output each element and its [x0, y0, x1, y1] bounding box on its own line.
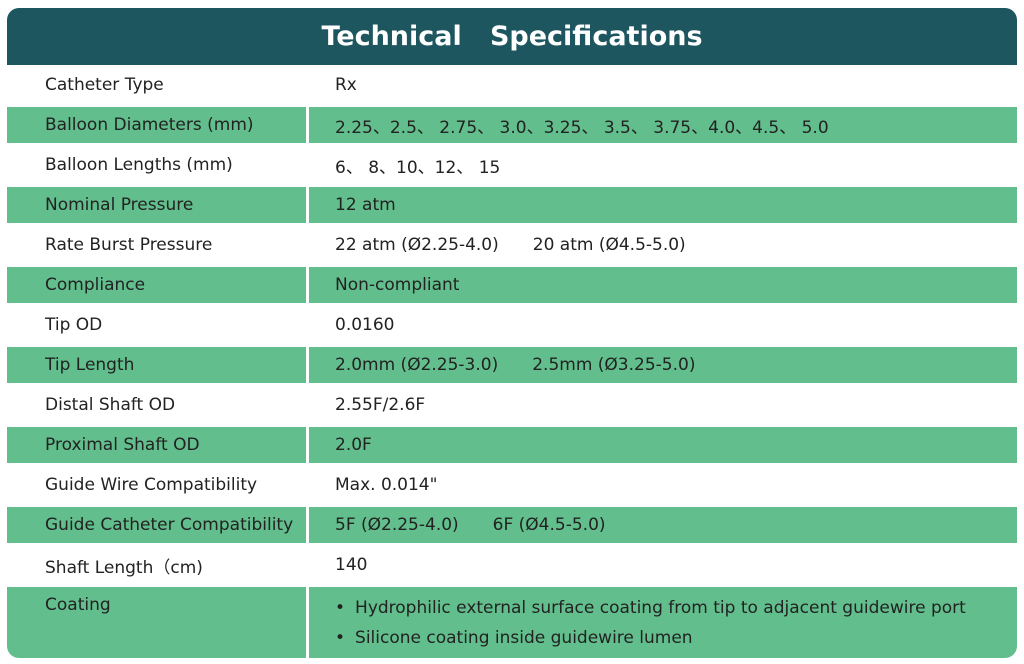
row-value: 2.55F/2.6F [309, 385, 1017, 425]
row-label: Catheter Type [45, 75, 164, 95]
value-text: 0.0160 [335, 315, 395, 335]
value-text: 6、 8、10、12、 15 [335, 157, 501, 178]
row-label: Balloon Diameters (mm) [7, 107, 306, 143]
value-text: 140 [335, 555, 368, 575]
value-text: 2.0F [335, 435, 372, 455]
value-text: 2.0mm (Ø2.25-3.0) [335, 355, 499, 375]
row-label: Distal Shaft OD [45, 395, 176, 415]
row-value: Rx [309, 65, 1017, 105]
value-text: 22 atm (Ø2.25-4.0) [335, 235, 499, 255]
row-label: Tip OD [45, 315, 103, 335]
value-text: 12 atm [335, 195, 396, 215]
row-label: Rate Burst Pressure [45, 235, 213, 255]
row-label: Balloon Lengths (mm) [45, 155, 233, 175]
row-value: 2.25、2.5、 2.75、 3.0、3.25、 3.5、 3.75、4.0、… [309, 107, 1017, 143]
header-title: Technical Specifications [7, 8, 1017, 65]
row-label: Shaft Length（cm) [45, 557, 203, 578]
row-value: 2.0mm (Ø2.25-3.0) 2.5mm (Ø3.25-5.0) [309, 347, 1017, 383]
row-label: Coating [7, 587, 306, 658]
bullet-item: Silicone coating inside guidewire lumen [335, 628, 693, 648]
row-label: Nominal Pressure [7, 187, 306, 223]
row-value: Max. 0.014" [309, 465, 1017, 505]
value-text: 5F (Ø2.25-4.0) [335, 515, 459, 535]
row-label: Proximal Shaft OD [7, 427, 306, 463]
row-value: Non-compliant [309, 267, 1017, 303]
row-label: Tip Length [7, 347, 306, 383]
value-text: 6F (Ø4.5-5.0) [492, 515, 606, 535]
row-value: 6、 8、10、12、 15 [309, 145, 1017, 185]
row-value: 12 atm [309, 187, 1017, 223]
value-text: Rx [335, 75, 357, 95]
value-text: 2.55F/2.6F [335, 395, 426, 415]
row-label: Guide Catheter Compatibility [7, 507, 306, 543]
bullet-item: Hydrophilic external surface coating fro… [335, 598, 966, 618]
row-label: Compliance [7, 267, 306, 303]
row-value: 22 atm (Ø2.25-4.0) 20 atm (Ø4.5-5.0) [309, 225, 1017, 265]
row-value: 0.0160 [309, 305, 1017, 345]
value-text: 2.25、2.5、 2.75、 3.0、3.25、 3.5、 3.75、4.0、… [335, 117, 829, 138]
value-text: 20 atm (Ø4.5-5.0) [532, 235, 686, 255]
row-value: 140 [309, 545, 1017, 585]
row-value: Hydrophilic external surface coating fro… [309, 587, 1017, 658]
value-text: Non-compliant [335, 275, 460, 295]
row-value: 2.0F [309, 427, 1017, 463]
value-text: Max. 0.014" [335, 475, 438, 495]
value-text: 2.5mm (Ø3.25-5.0) [532, 355, 696, 375]
row-value: 5F (Ø2.25-4.0) 6F (Ø4.5-5.0) [309, 507, 1017, 543]
row-label: Guide Wire Compatibility [45, 475, 258, 495]
